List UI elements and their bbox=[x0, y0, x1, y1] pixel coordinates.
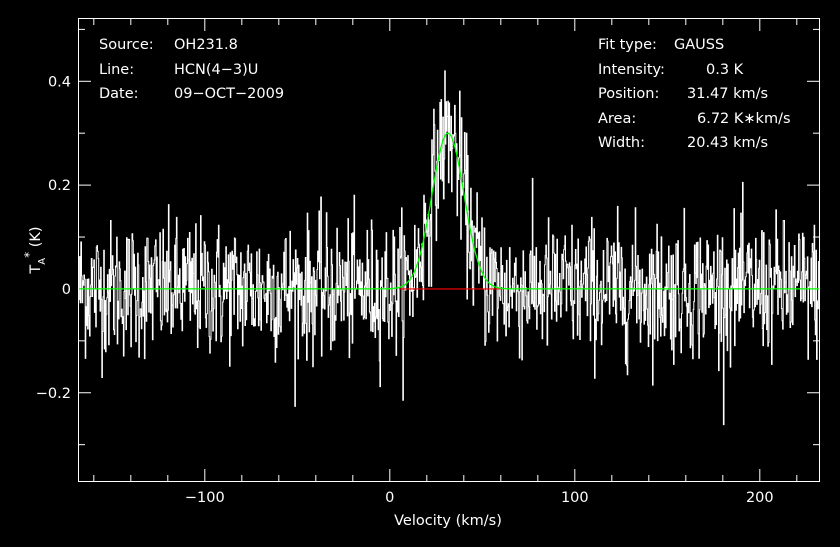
fit-type-key: Fit type: bbox=[598, 37, 657, 53]
fit-intensity-key: Intensity: bbox=[598, 61, 665, 78]
fit-area-value: 6.72 K∗km/s bbox=[697, 110, 791, 127]
fit-type: Fit type: GAUSS bbox=[598, 33, 818, 58]
fit-area: Area: 6.72 K∗km/s bbox=[598, 107, 818, 132]
fit-position: Position: 31.47 km/s bbox=[598, 82, 818, 107]
fit-width-value: 20.43 km/s bbox=[687, 135, 769, 151]
x-tick-label-3: 200 bbox=[746, 490, 774, 506]
series-layer bbox=[79, 70, 819, 426]
x-tick-label-2: 100 bbox=[561, 490, 589, 506]
y-tick-label-1: 0 bbox=[62, 282, 71, 298]
info-source-key: Source: bbox=[99, 37, 154, 53]
fit-width-key: Width: bbox=[598, 135, 646, 151]
info-line-key: Line: bbox=[99, 61, 135, 78]
fit-intensity: Intensity: 0.3 K bbox=[598, 58, 818, 83]
tick-labels: −100 0 100 200 −0.2 0 0.2 0.4 bbox=[36, 74, 774, 506]
fit-position-key: Position: bbox=[598, 86, 660, 102]
fit-width: Width: 20.43 km/s bbox=[598, 131, 818, 156]
fit-position-value: 31.47 km/s bbox=[687, 86, 769, 102]
svg-text:TA* (K): TA* (K) bbox=[22, 226, 48, 274]
fit-type-value: GAUSS bbox=[674, 37, 725, 53]
fit-info: Fit type: GAUSS Intensity: 0.3 K Positio… bbox=[598, 33, 818, 156]
fit-area-key: Area: bbox=[598, 110, 637, 127]
gaussian-fit-line bbox=[79, 132, 819, 290]
info-date-key: Date: bbox=[99, 86, 139, 102]
fit-intensity-value: 0.3 K bbox=[706, 61, 744, 78]
x-axis-label: Velocity (km/s) bbox=[394, 513, 502, 529]
y-axis-label: TA* (K) bbox=[22, 226, 48, 274]
x-tick-label-1: 0 bbox=[385, 490, 394, 506]
info-source-value: OH231.8 bbox=[174, 37, 238, 53]
y-tick-label-2: 0.2 bbox=[48, 178, 71, 194]
info-date-value: 09−OCT−2009 bbox=[174, 86, 285, 102]
info-line-value: HCN(4−3)U bbox=[174, 61, 259, 78]
x-tick-label-0: −100 bbox=[185, 490, 225, 506]
spectrum-line bbox=[79, 70, 819, 426]
y-tick-label-0: −0.2 bbox=[36, 386, 71, 402]
plot-frame bbox=[78, 18, 820, 482]
y-tick-label-3: 0.4 bbox=[48, 74, 71, 90]
